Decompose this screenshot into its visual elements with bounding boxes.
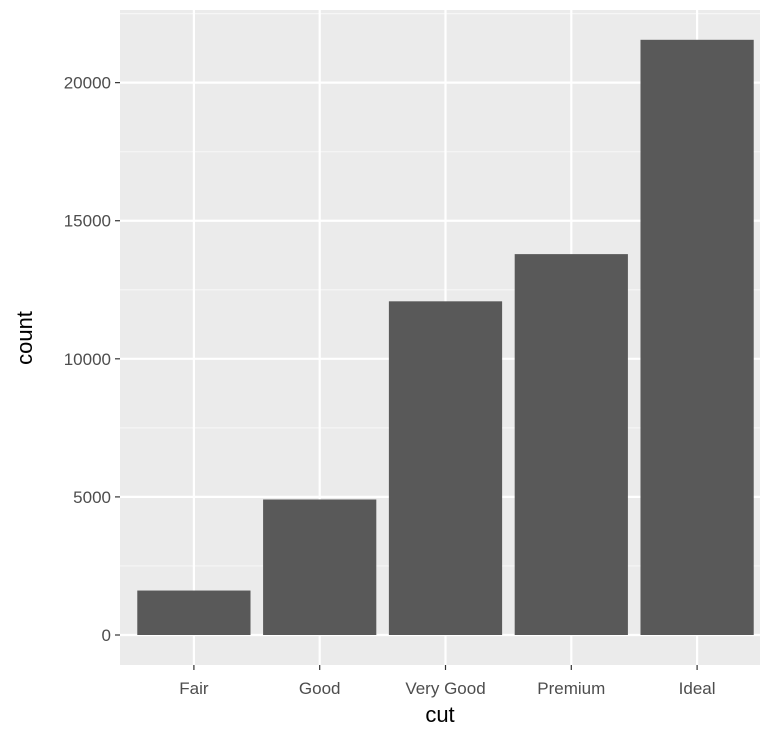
y-axis-ticks: 0 5000 10000 15000 20000	[64, 74, 120, 645]
x-axis-ticks: Fair Good Very Good Premium Ideal	[179, 665, 716, 698]
bar-good	[263, 499, 377, 635]
x-tick-label: Fair	[179, 679, 209, 698]
y-tick-label: 20000	[64, 74, 111, 93]
y-tick-label: 5000	[73, 488, 111, 507]
bar-premium	[514, 254, 628, 636]
bar-fair	[137, 590, 251, 635]
y-tick-label: 15000	[64, 212, 111, 231]
x-tick-label: Ideal	[679, 679, 716, 698]
bars	[137, 39, 754, 636]
bar-ideal	[640, 39, 754, 635]
x-tick-label: Premium	[537, 679, 605, 698]
y-tick-label: 0	[102, 626, 111, 645]
x-tick-label: Good	[299, 679, 341, 698]
y-tick-label: 10000	[64, 350, 111, 369]
y-axis-title: count	[12, 311, 37, 365]
bar-very-good	[388, 301, 503, 635]
x-tick-label: Very Good	[405, 679, 485, 698]
x-axis-title: cut	[425, 702, 454, 727]
